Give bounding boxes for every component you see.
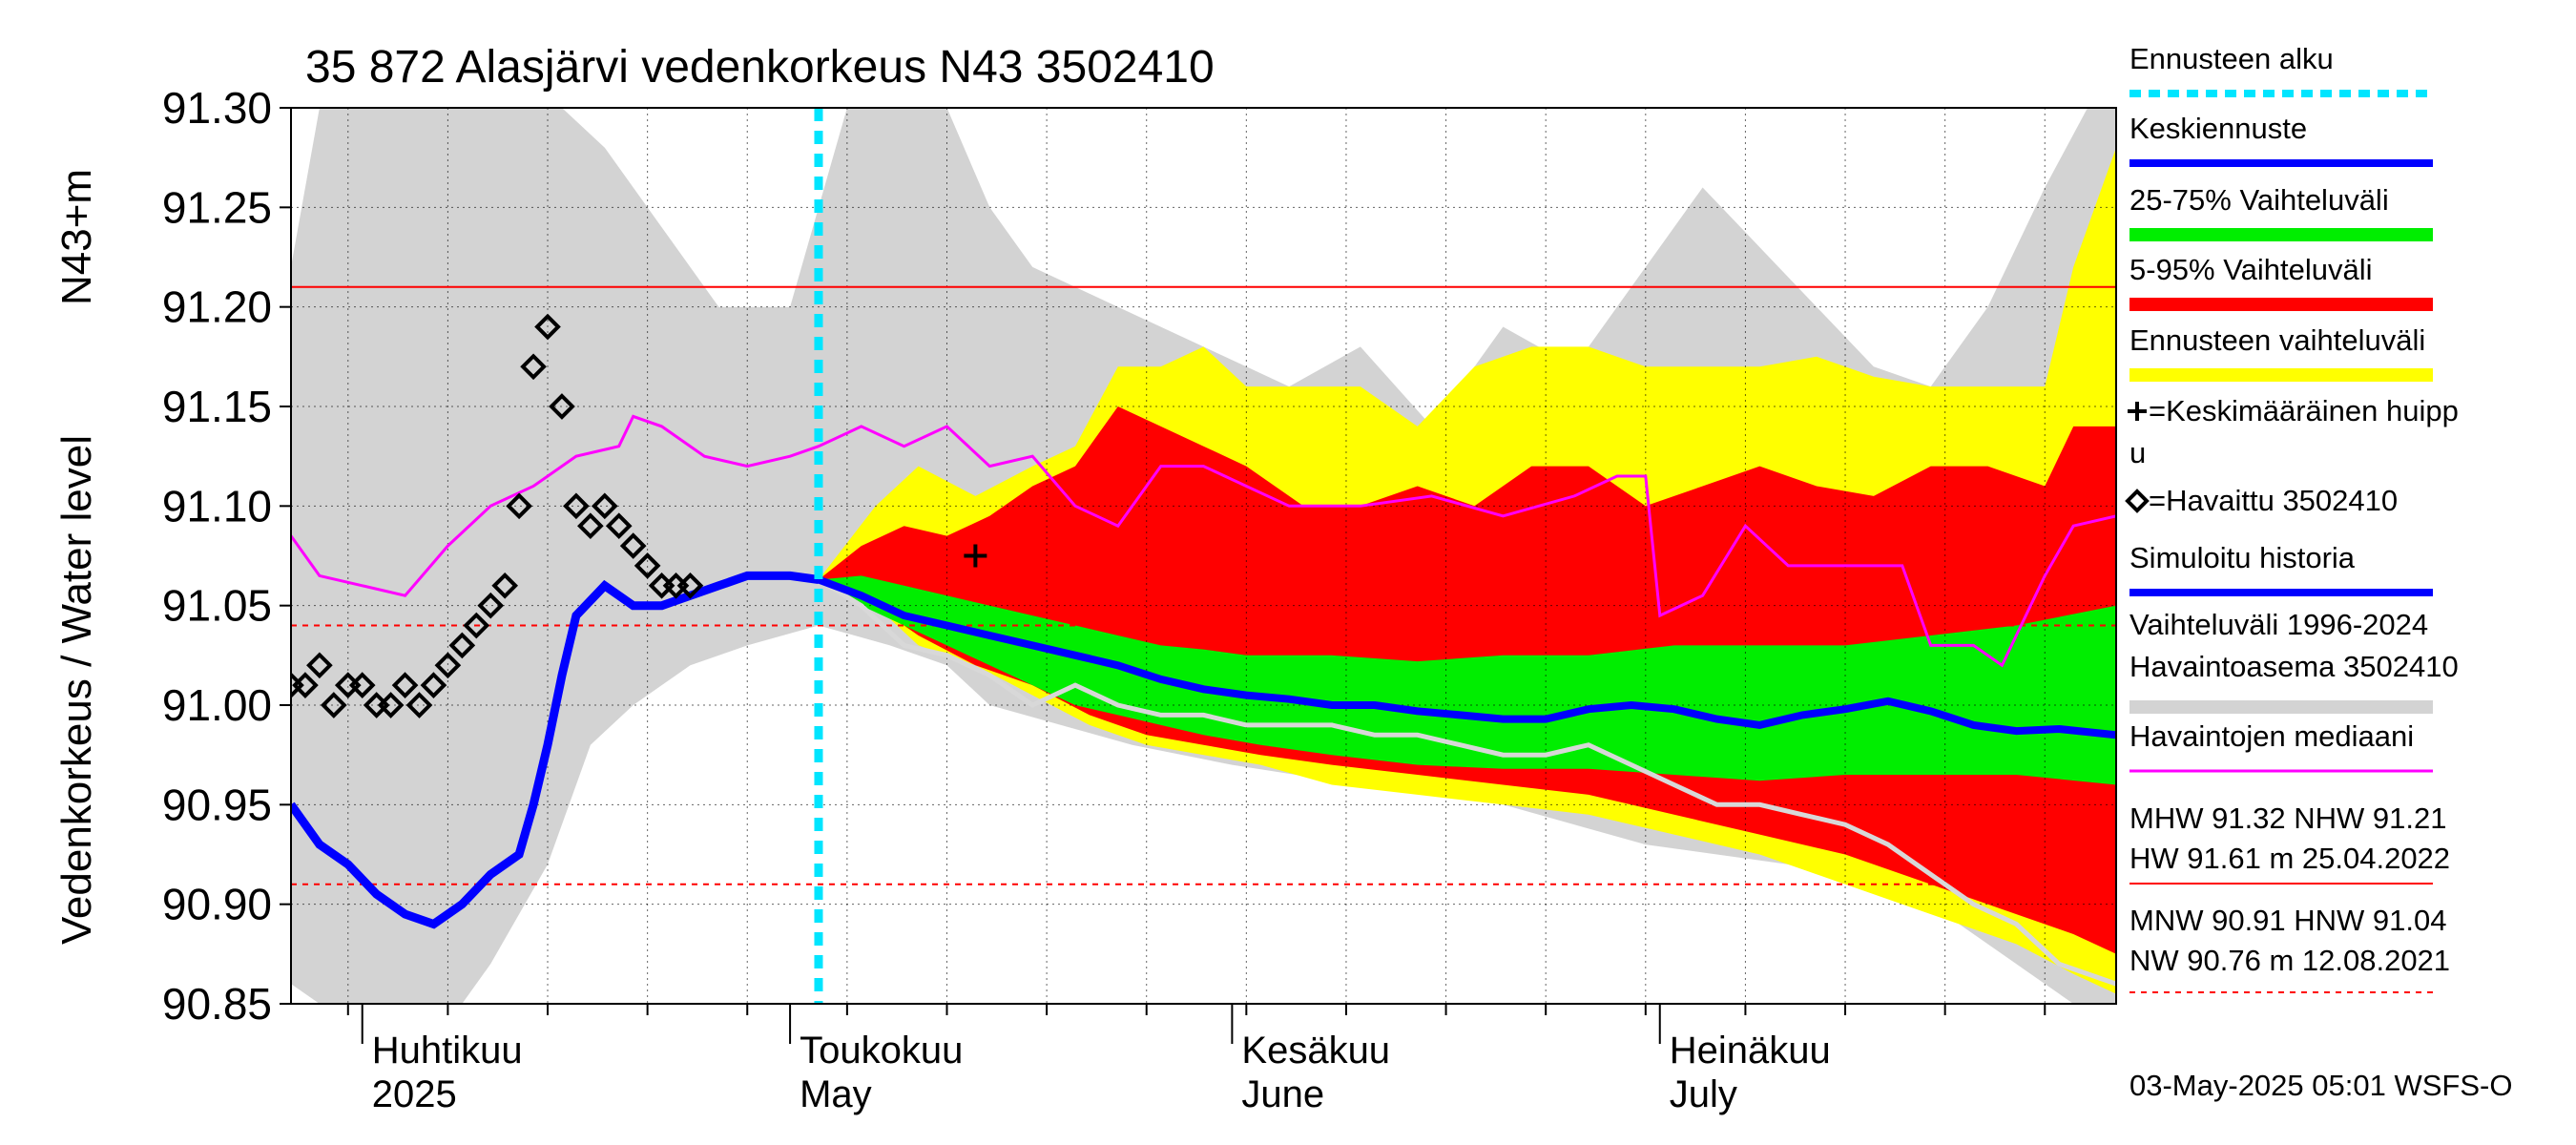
observed-point xyxy=(477,592,505,619)
stats-line-1: MHW 91.32 NHW 91.21 xyxy=(2129,802,2447,835)
legend-band-swatch xyxy=(2129,700,2433,714)
observed-point xyxy=(434,652,462,679)
x-month-label-fi: Huhtikuu xyxy=(372,1030,523,1072)
observed-point xyxy=(491,572,519,599)
legend-label-continued: Havaintoasema 3502410 xyxy=(2129,650,2459,683)
y-tick-label: 91.15 xyxy=(162,382,272,431)
observed-point xyxy=(405,692,433,718)
x-month-label-en: 2025 xyxy=(372,1073,457,1115)
y-tick-label: 91.30 xyxy=(162,83,272,133)
observed-point xyxy=(420,672,447,698)
legend-plus-marker xyxy=(2128,402,2147,421)
legend-band-swatch xyxy=(2129,228,2433,241)
y-tick-label: 91.05 xyxy=(162,581,272,631)
observed-point xyxy=(634,552,661,579)
stats-line-3: MNW 90.91 HNW 91.04 xyxy=(2129,904,2447,937)
y-axis-unit-label: N43+m xyxy=(53,169,100,305)
plot-content xyxy=(291,108,2116,1004)
timestamp-footer: 03-May-2025 05:01 WSFS-O xyxy=(2129,1069,2512,1102)
observed-points xyxy=(291,313,704,718)
legend-label: Ennusteen alku xyxy=(2129,42,2334,75)
x-month-label-en: May xyxy=(800,1073,872,1115)
observed-point xyxy=(549,393,575,420)
legend-label: Ennusteen vaihteluväli xyxy=(2129,323,2425,357)
legend-label: 5-95% Vaihteluväli xyxy=(2129,253,2372,286)
observed-point xyxy=(577,512,604,540)
simulated-gray-line xyxy=(817,577,2116,987)
y-tick-label: 91.10 xyxy=(162,481,272,531)
observed-point xyxy=(292,672,319,698)
legend-label: Keskiennuste xyxy=(2129,112,2307,145)
legend-label-continued: u xyxy=(2129,436,2146,469)
stats-line-2: HW 91.61 m 25.04.2022 xyxy=(2129,842,2450,875)
observed-point xyxy=(391,672,419,698)
legend-band-swatch xyxy=(2129,298,2433,311)
stats-line-4: NW 90.76 m 12.08.2021 xyxy=(2129,944,2450,977)
y-tick-label: 90.85 xyxy=(162,979,272,1029)
legend-diamond-marker xyxy=(2125,489,2150,513)
legend-label: =Keskimääräinen huipp xyxy=(2149,394,2459,427)
legend-label: Vaihteluväli 1996-2024 xyxy=(2129,608,2428,641)
observed-point xyxy=(506,492,532,520)
legend-label: 25-75% Vaihteluväli xyxy=(2129,183,2389,217)
observed-point xyxy=(534,313,561,341)
observed-point xyxy=(377,692,405,718)
y-axis-ticks: 91.30 91.25 91.20 91.15 91.10 91.05 91.00 90.95… xyxy=(162,83,291,1029)
chart-title: 35 872 Alasjärvi vedenkorkeus N43 350241… xyxy=(305,42,1215,93)
y-tick-label: 90.90 xyxy=(162,880,272,929)
observed-point xyxy=(348,672,376,698)
x-month-label-en: June xyxy=(1241,1073,1324,1115)
x-month-label-fi: Toukokuu xyxy=(800,1030,963,1072)
legend-label: Simuloitu historia xyxy=(2129,541,2356,574)
x-month-label-fi: Heinäkuu xyxy=(1670,1030,1831,1072)
x-month-label-en: July xyxy=(1670,1073,1737,1115)
plot-area xyxy=(290,107,2117,1005)
observed-point xyxy=(676,572,704,599)
observed-point xyxy=(520,353,547,381)
observed-point xyxy=(563,492,590,520)
plot-frame xyxy=(290,107,2117,1005)
y-tick-label: 91.00 xyxy=(162,680,272,730)
legend: Ennusteen alku Keskiennuste 25-75% Vaihtel… xyxy=(2125,42,2459,773)
y-tick-label: 91.20 xyxy=(162,282,272,332)
x-month-label-fi: Kesäkuu xyxy=(1241,1030,1390,1072)
legend-band-swatch xyxy=(2129,368,2433,382)
forecast-25-75-band xyxy=(819,575,2116,785)
observation-median-line xyxy=(291,414,2116,668)
observed-point xyxy=(605,512,633,540)
simulated-history-line xyxy=(291,571,820,929)
legend-label: =Havaittu 3502410 xyxy=(2149,484,2398,517)
observed-point xyxy=(463,612,490,639)
y-tick-label: 91.25 xyxy=(162,182,272,232)
observed-point xyxy=(591,492,618,520)
y-axis-label: Vedenkorkeus / Water level xyxy=(53,435,100,945)
forecast-median-line xyxy=(817,575,2116,739)
mean-peak-marker xyxy=(964,544,987,568)
observed-point xyxy=(306,652,333,679)
observed-point xyxy=(321,692,347,718)
observed-point xyxy=(619,532,647,559)
observed-point xyxy=(448,632,476,659)
legend-label: Havaintojen mediaani xyxy=(2129,719,2414,753)
y-tick-label: 90.95 xyxy=(162,780,272,829)
